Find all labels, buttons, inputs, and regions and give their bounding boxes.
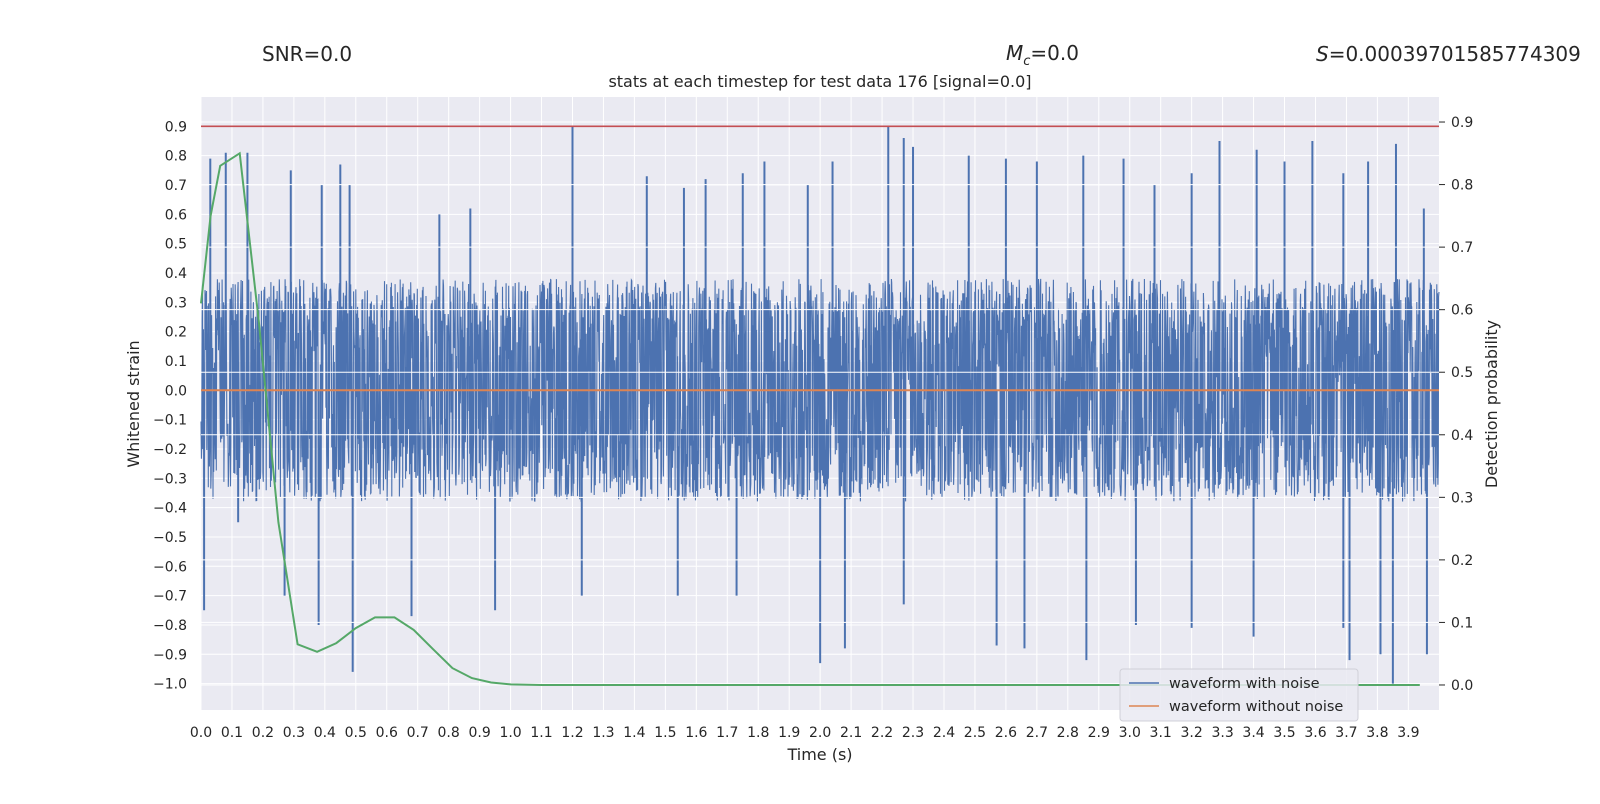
y2-axis-label: Detection probability xyxy=(1482,320,1501,488)
chirp-mass-subscript: c xyxy=(1023,54,1030,69)
snr-stat: SNR=0.0 xyxy=(262,42,352,66)
x-tick-label: 1.0 xyxy=(499,725,521,741)
x-tick-label: 3.8 xyxy=(1366,725,1388,741)
x-tick-label: 3.2 xyxy=(1181,725,1203,741)
legend: waveform with noise waveform without noi… xyxy=(1119,668,1359,722)
y-tick-label: −0.7 xyxy=(153,589,187,605)
y2-tick-label: 0.2 xyxy=(1451,553,1473,569)
y2-tick-label: 0.4 xyxy=(1451,428,1473,444)
y-axis-label: Whitened strain xyxy=(124,340,143,467)
s-value: =0.00039701585774309 xyxy=(1329,42,1581,66)
x-tick-label: 3.0 xyxy=(1119,725,1141,741)
x-axis-label: Time (s) xyxy=(786,745,852,764)
x-tick-label: 2.5 xyxy=(964,725,986,741)
x-tick-label: 2.0 xyxy=(809,725,831,741)
y2-tick-label: 0.9 xyxy=(1451,115,1473,131)
y-tick-label: 0.0 xyxy=(165,383,187,399)
x-tick-label: 0.7 xyxy=(407,725,429,741)
y2-tick-label: 0.3 xyxy=(1451,490,1473,506)
x-tick-label: 2.9 xyxy=(1088,725,1110,741)
y-tick-label: 0.1 xyxy=(165,354,187,370)
x-tick-label: 2.3 xyxy=(902,725,924,741)
x-tick-label: 0.9 xyxy=(468,725,490,741)
s-symbol: S xyxy=(1316,42,1329,66)
x-tick-label: 0.0 xyxy=(190,725,212,741)
x-tick-label: 1.8 xyxy=(747,725,769,741)
chirp-mass-stat: Mc=0.0 xyxy=(1006,41,1079,69)
chirp-mass-value: =0.0 xyxy=(1030,41,1079,65)
x-tick-label: 3.6 xyxy=(1304,725,1326,741)
y-tick-label: 0.2 xyxy=(165,325,187,341)
y2-tick-label: 0.6 xyxy=(1451,303,1473,319)
s-stat: S=0.00039701585774309 xyxy=(1316,42,1581,66)
y-tick-label: 0.6 xyxy=(165,207,187,223)
x-tick-label: 1.2 xyxy=(561,725,583,741)
x-tick-label: 0.5 xyxy=(345,725,367,741)
x-tick-label: 0.1 xyxy=(221,725,243,741)
chart-title: stats at each timestep for test data 176… xyxy=(608,72,1031,91)
x-tick-label: 3.1 xyxy=(1150,725,1172,741)
x-tick-label: 1.7 xyxy=(716,725,738,741)
x-tick-label: 1.6 xyxy=(685,725,707,741)
y-tick-label: −0.3 xyxy=(153,471,187,487)
x-tick-label: 3.5 xyxy=(1273,725,1295,741)
y-tick-label: −0.4 xyxy=(153,501,187,517)
x-tick-label: 0.2 xyxy=(252,725,274,741)
y-tick-label: −1.0 xyxy=(153,677,187,693)
y-tick-label: 0.8 xyxy=(165,149,187,165)
y2-tick-label: 0.1 xyxy=(1451,615,1473,631)
right-axis-ticks: 0.9 0.8 0.7 0.6 0.5 0.4 0.3 0.2 0.1 0.0 xyxy=(1439,115,1473,694)
noisy-waveform-line xyxy=(200,278,1440,502)
y2-tick-label: 0.7 xyxy=(1451,240,1473,256)
x-tick-label: 0.4 xyxy=(314,725,336,741)
y-tick-label: 0.4 xyxy=(165,266,187,282)
x-tick-label: 3.3 xyxy=(1211,725,1233,741)
x-tick-label: 2.2 xyxy=(871,725,893,741)
legend-label-noisy: waveform with noise xyxy=(1169,676,1320,692)
x-tick-label: 3.9 xyxy=(1397,725,1419,741)
y-tick-label: −0.1 xyxy=(153,413,187,429)
y2-tick-label: 0.8 xyxy=(1451,178,1473,194)
y-tick-label: −0.5 xyxy=(153,530,187,546)
y-tick-label: 0.7 xyxy=(165,178,187,194)
detection-probability-line xyxy=(200,151,1420,686)
x-tick-label: 2.8 xyxy=(1057,725,1079,741)
x-tick-label: 2.4 xyxy=(933,725,955,741)
y-tick-label: −0.8 xyxy=(153,618,187,634)
x-tick-label: 1.9 xyxy=(778,725,800,741)
x-tick-label: 0.6 xyxy=(376,725,398,741)
legend-box xyxy=(1119,668,1359,722)
x-axis-ticks: 0.0 0.1 0.2 0.3 0.4 0.5 0.6 0.7 0.8 0.9 1.0 1.1 1.2 1… xyxy=(190,725,1420,741)
line-series xyxy=(200,125,1439,686)
y-tick-label: −0.2 xyxy=(153,442,187,458)
legend-label-clean: waveform without noise xyxy=(1169,699,1343,715)
x-tick-label: 2.6 xyxy=(995,725,1017,741)
x-tick-label: 1.5 xyxy=(654,725,676,741)
x-tick-label: 0.8 xyxy=(438,725,460,741)
chirp-mass-symbol: M xyxy=(1006,41,1023,65)
left-axis-ticks: 0.9 0.8 0.7 0.6 0.5 0.4 0.3 0.2 0.1 0.0 −0.1 −0.2 −0… xyxy=(153,119,187,692)
x-tick-label: 1.4 xyxy=(623,725,645,741)
y-tick-label: −0.6 xyxy=(153,559,187,575)
y-tick-label: −0.9 xyxy=(153,647,187,663)
x-tick-label: 3.4 xyxy=(1242,725,1264,741)
y2-tick-label: 0.5 xyxy=(1451,365,1473,381)
x-tick-label: 2.7 xyxy=(1026,725,1048,741)
y-tick-label: 0.5 xyxy=(165,237,187,253)
x-tick-label: 1.1 xyxy=(530,725,552,741)
x-tick-label: 2.1 xyxy=(840,725,862,741)
x-tick-label: 0.3 xyxy=(283,725,305,741)
y-tick-label: 0.9 xyxy=(165,119,187,135)
y2-tick-label: 0.0 xyxy=(1451,678,1473,694)
x-tick-label: 1.3 xyxy=(592,725,614,741)
x-tick-label: 3.7 xyxy=(1335,725,1357,741)
y-tick-label: 0.3 xyxy=(165,295,187,311)
